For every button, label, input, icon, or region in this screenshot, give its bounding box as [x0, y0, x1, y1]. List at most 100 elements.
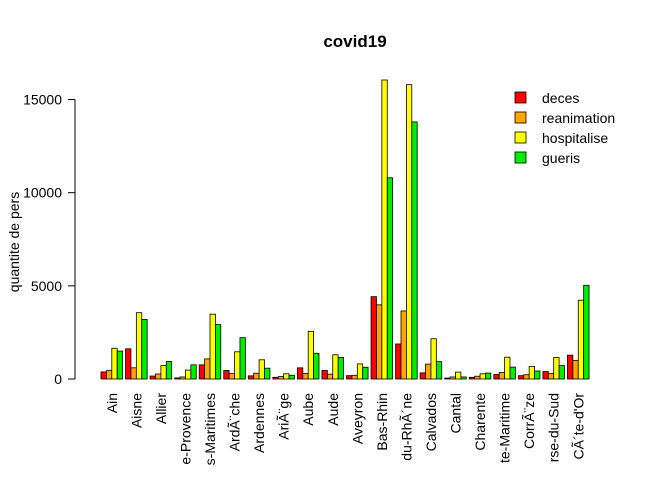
bar-hospitalise-8 [307, 330, 315, 380]
bar-reanimation-14 [449, 376, 456, 380]
bar-hospitalise-4 [209, 313, 216, 380]
legend-swatch-deces [514, 91, 527, 104]
bar-hospitalise-14 [455, 371, 462, 380]
bar-gueris-0 [116, 350, 123, 380]
x-tick-label-12: du-RhÃ´ne [398, 393, 414, 461]
bar-reanimation-7 [277, 376, 285, 380]
x-tick-label-1: Aisne [128, 393, 144, 428]
bar-reanimation-12 [400, 310, 407, 380]
bar-reanimation-11 [376, 304, 383, 380]
bar-deces-19 [567, 354, 574, 380]
x-tick-label-2: Allier [153, 393, 169, 424]
x-tick-label-8: Aube [300, 393, 316, 426]
bar-hospitalise-6 [258, 359, 265, 380]
bar-deces-5 [223, 370, 230, 380]
y-tick-label-1: 5000 [31, 278, 62, 294]
y-tick-label-0: 0 [54, 371, 62, 387]
legend-label-hospitalise: hospitalise [542, 130, 608, 146]
bar-deces-11 [370, 296, 377, 380]
bar-deces-9 [321, 370, 328, 380]
bar-gueris-5 [239, 337, 246, 380]
x-tick-label-13: Calvados [423, 393, 439, 451]
bar-deces-16 [493, 373, 500, 380]
bar-gueris-9 [337, 356, 344, 380]
bar-reanimation-16 [498, 372, 506, 380]
bar-reanimation-2 [155, 373, 162, 380]
bar-reanimation-13 [425, 363, 432, 380]
bar-hospitalise-10 [356, 363, 364, 380]
bar-gueris-14 [460, 376, 467, 380]
bar-hospitalise-18 [553, 357, 560, 380]
bar-hospitalise-0 [111, 347, 118, 380]
bar-reanimation-0 [106, 370, 113, 380]
bar-gueris-16 [509, 366, 516, 380]
bar-deces-2 [149, 375, 156, 380]
bar-gueris-11 [386, 177, 394, 380]
bar-gueris-2 [165, 361, 173, 380]
legend-label-deces: deces [542, 90, 579, 106]
bar-gueris-4 [214, 324, 222, 380]
bar-hospitalise-5 [234, 351, 241, 380]
bar-hospitalise-16 [504, 356, 511, 380]
legend-swatch-gueris [514, 151, 527, 164]
bar-gueris-13 [435, 361, 443, 380]
x-tick-label-5: ArdÃ¨che [227, 393, 243, 452]
bar-reanimation-17 [523, 374, 530, 380]
bar-reanimation-1 [130, 367, 137, 380]
bar-reanimation-5 [228, 373, 235, 380]
bar-gueris-10 [362, 366, 369, 380]
y-axis: 0 5000 10000 15000 [23, 92, 76, 387]
y-axis-label: quantite de pers [6, 192, 22, 292]
bar-reanimation-9 [326, 373, 334, 380]
x-tick-label-11: Bas-Rhin [374, 393, 390, 451]
bar-hospitalise-9 [332, 354, 339, 380]
bar-gueris-8 [313, 352, 320, 380]
bar-deces-6 [247, 375, 255, 380]
bar-hospitalise-3 [185, 369, 192, 380]
bar-reanimation-3 [179, 376, 186, 380]
bar-hospitalise-19 [577, 299, 585, 380]
bar-reanimation-18 [547, 373, 555, 380]
x-axis-labels: Ain Aisne Allier e-Provence s-Maritimes ArdÃ¨… [104, 393, 586, 466]
x-tick-label-16: te-Maritime [497, 393, 513, 463]
x-tick-label-15: Charente [472, 393, 488, 451]
bar-hospitalise-13 [430, 338, 437, 380]
bar-reanimation-10 [351, 374, 358, 380]
x-tick-label-3: e-Provence [177, 393, 193, 465]
x-tick-label-4: s-Maritimes [202, 393, 218, 465]
bar-gueris-7 [288, 374, 295, 380]
bar-deces-7 [272, 376, 279, 380]
legend-label-gueris: gueris [542, 150, 580, 166]
bar-deces-4 [198, 364, 205, 380]
x-tick-label-0: Ain [104, 393, 120, 413]
bar-hospitalise-15 [479, 373, 486, 380]
bar-deces-3 [174, 377, 181, 380]
bar-deces-0 [100, 371, 107, 380]
bar-hospitalise-2 [160, 365, 167, 380]
legend-swatch-reanimation [514, 111, 527, 124]
bar-reanimation-4 [204, 358, 211, 380]
bar-reanimation-19 [572, 359, 579, 380]
bars [100, 79, 590, 380]
x-tick-label-6: Ardennes [251, 393, 267, 453]
bar-deces-15 [468, 376, 476, 380]
bar-reanimation-8 [302, 373, 309, 380]
x-tick-label-19: CÃ´te-d'Or [570, 393, 586, 460]
y-tick-label-3: 15000 [23, 92, 62, 108]
bar-deces-14 [444, 377, 451, 380]
bar-reanimation-15 [474, 375, 481, 380]
bar-deces-10 [346, 375, 353, 380]
bar-deces-17 [517, 375, 525, 380]
x-tick-label-10: Aveyron [349, 393, 365, 444]
legend-label-reanimation: reanimation [542, 110, 615, 126]
bar-gueris-17 [534, 370, 541, 380]
bar-hospitalise-7 [283, 373, 290, 380]
bar-hospitalise-1 [135, 312, 143, 380]
bar-reanimation-6 [253, 372, 260, 380]
x-tick-label-18: rse-du-Sud [546, 393, 562, 462]
bar-deces-1 [125, 348, 132, 380]
legend: deces reanimation hospitalise gueris [514, 90, 615, 166]
bar-gueris-3 [190, 364, 197, 380]
bar-gueris-1 [141, 318, 148, 380]
